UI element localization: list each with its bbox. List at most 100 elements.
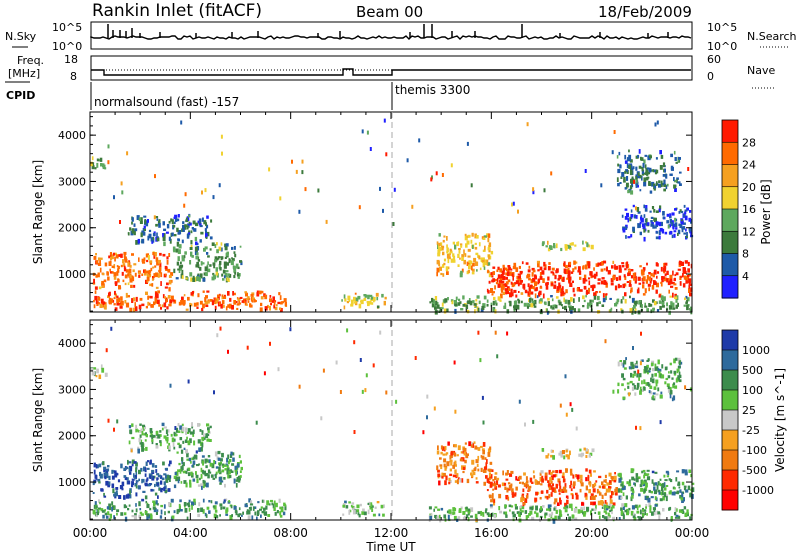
power-echo-cell [437,249,441,254]
power-echo-cell [251,292,255,296]
power-echo-cell [641,223,645,227]
velocity-echo-cell [556,502,560,506]
velocity-echo-cell [511,491,514,495]
power-echo-cell [204,246,208,250]
power-echo-cell [630,234,633,238]
power-echo-cell [586,305,589,309]
velocity-echo-cell [663,482,666,488]
power-echo-cell [273,300,276,306]
power-echo-cell [195,241,198,246]
power-echo-cell [457,253,460,258]
power-echo-cell [666,183,669,187]
power-echo-cell [219,302,221,306]
power-colorbar-segment [722,120,738,143]
power-echo-cell [168,274,172,278]
power-echo-cell [644,208,648,212]
velocity-echo-cell [580,508,584,514]
power-echo-cell [600,183,603,188]
power-echo-cell [182,224,185,229]
power-echo-cell [570,307,574,310]
velocity-echo-cell [269,341,271,346]
power-echo-cell [532,190,535,195]
velocity-echo-cell [114,470,117,474]
velocity-echo-cell [506,331,509,336]
velocity-echo-cell [642,388,644,392]
velocity-echo-cell [199,477,201,481]
power-echo-cell [107,276,110,281]
velocity-echo-cell [454,480,457,483]
velocity-echo-cell [669,393,672,399]
velocity-echo-cell [235,482,238,488]
velocity-echo-cell [522,497,525,501]
velocity-echo-cell [436,515,439,521]
power-echo-cell [642,281,645,284]
velocity-echo-cell [594,495,597,498]
power-echo-cell [645,218,648,224]
power-echo-cell [684,260,688,264]
velocity-echo-cell [567,513,569,516]
power-echo-cell [532,269,536,273]
velocity-echo-cell [453,444,455,448]
velocity-echo-cell [673,370,677,374]
velocity-echo-cell [628,482,632,487]
velocity-echo-cell [145,461,148,466]
power-echo-cell [544,264,547,269]
velocity-echo-cell [489,461,493,465]
power-echo-cell [233,275,236,279]
velocity-echo-cell [651,378,655,384]
velocity-echo-cell [244,503,248,508]
velocity-echo-cell [150,488,153,492]
velocity-echo-cell [265,505,268,510]
velocity-echo-cell [595,480,598,483]
power-echo-cell [652,224,655,229]
power-echo-cell [569,306,572,311]
power-echo-cell [551,267,555,271]
power-echo-cell [127,232,130,236]
power-echo-cell [443,308,447,314]
velocity-echo-cell [659,483,662,487]
velocity-echo-cell [527,488,531,492]
power-echo-cell [688,217,691,222]
power-echo-cell [254,300,257,303]
velocity-echo-cell [668,491,672,495]
power-echo-cell [436,267,440,273]
power-echo-cell [641,176,643,181]
velocity-echo-cell [198,447,201,452]
power-echo-cell [515,306,518,310]
power-echo-cell [642,276,646,282]
power-echo-cell [227,278,230,282]
power-echo-cell [181,296,184,301]
velocity-echo-cell [367,509,370,515]
power-echo-cell [586,242,589,248]
velocity-echo-cell [583,512,586,517]
power-echo-cell [673,278,676,282]
power-echo-cell [165,231,169,234]
velocity-echo-cell [604,474,607,479]
power-echo-cell [190,244,193,249]
velocity-echo-cell [608,503,612,507]
velocity-echo-cell [636,382,640,387]
velocity-echo-cell [351,502,355,505]
velocity-echo-cell [570,488,573,492]
velocity-echo-cell [215,515,219,519]
power-echo-cell [680,220,684,225]
power-echo-cell [674,287,678,290]
power-echo-cell [621,172,625,177]
power-echo-cell [574,244,577,247]
velocity-echo-cell [551,483,554,487]
velocity-echo-cell [572,474,575,479]
power-echo-cell [154,252,157,257]
velocity-echo-cell [506,470,509,475]
power-echo-cell [141,273,143,276]
velocity-echo-cell [205,433,209,438]
power-echo-cell [470,183,473,188]
power-echo-cell [572,287,575,293]
power-echo-cell [253,299,256,303]
power-echo-cell [660,282,663,287]
power-echo-cell [601,277,605,280]
velocity-echo-cell [453,515,457,521]
power-echo-cell [97,302,101,305]
velocity-echo-cell [320,416,323,421]
power-echo-cell [161,304,164,308]
power-echo-cell [647,222,650,226]
